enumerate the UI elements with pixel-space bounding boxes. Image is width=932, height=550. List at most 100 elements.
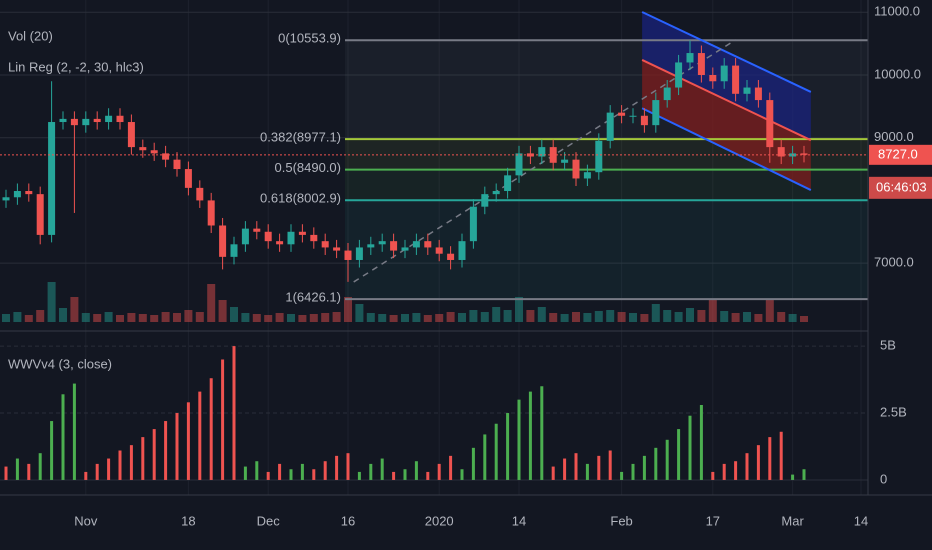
- indicator-tick-label: 2.5B: [880, 404, 907, 419]
- candle-body: [675, 62, 683, 88]
- volume-bar: [560, 314, 569, 322]
- volume-bar: [708, 300, 717, 322]
- indicator-tick-label: 0: [880, 471, 887, 486]
- candle-body: [720, 65, 728, 82]
- volume-bar: [606, 310, 615, 322]
- candle-body: [13, 191, 21, 198]
- indicator-bar: [734, 461, 738, 480]
- volume-bar: [754, 314, 763, 322]
- volume-bar: [537, 307, 546, 322]
- candle-body: [595, 140, 603, 173]
- volume-bar: [275, 313, 284, 322]
- indicator-bar: [357, 471, 361, 480]
- candle-body: [196, 187, 204, 201]
- candle-body: [652, 100, 660, 126]
- last-price-box: [869, 144, 932, 165]
- volume-bar: [515, 297, 523, 322]
- indicator-bar: [72, 383, 76, 480]
- volume-bar: [344, 297, 352, 322]
- indicator-bar: [95, 463, 99, 480]
- x-tick-label: Feb: [610, 513, 632, 528]
- indicator-bar: [791, 474, 795, 480]
- volume-bar: [184, 310, 193, 322]
- volume-bar: [686, 308, 694, 322]
- volume-bar: [287, 314, 295, 322]
- candle-body: [618, 112, 626, 116]
- candle-body: [25, 191, 33, 195]
- volume-bar: [731, 313, 740, 322]
- indicator-bar: [494, 423, 498, 480]
- fib-label: 0.5(8490.0): [275, 160, 342, 175]
- volume-bar: [480, 312, 489, 322]
- volume-bar: [423, 315, 432, 322]
- indicator-bar: [198, 391, 202, 480]
- indicator-bar: [152, 429, 156, 480]
- indicator-bar: [551, 466, 555, 480]
- indicator-bar: [665, 439, 669, 480]
- indicator-tick-label: 5B: [880, 338, 896, 353]
- indicator-bar: [141, 437, 145, 480]
- candle-body: [424, 241, 432, 248]
- indicator-bar: [392, 471, 396, 480]
- indicator-bar: [255, 461, 259, 480]
- volume-bar: [47, 282, 56, 322]
- indicator-bar: [506, 413, 510, 480]
- indicator-bar: [437, 463, 441, 480]
- volume-bar: [298, 315, 307, 322]
- candle-body: [253, 228, 261, 232]
- indicator-bar: [403, 469, 407, 480]
- candle-body: [344, 250, 352, 260]
- indicator-bar: [563, 458, 567, 480]
- indicator-bar: [186, 402, 190, 480]
- x-tick-label: 14: [854, 513, 868, 528]
- indicator-bar: [175, 413, 179, 480]
- candle-body: [355, 247, 363, 260]
- candle-body: [583, 172, 591, 179]
- volume-bar: [503, 310, 512, 322]
- volume-bar: [24, 315, 33, 322]
- volume-bar: [720, 311, 729, 322]
- indicator-bar: [27, 463, 31, 480]
- x-tick-label: 16: [341, 513, 355, 528]
- volume-bar: [252, 314, 261, 322]
- candle-body: [447, 253, 455, 260]
- volume-bar: [549, 313, 558, 322]
- fib-label: 1(6426.1): [285, 290, 341, 305]
- indicator-bar: [642, 455, 646, 480]
- candle-body: [572, 159, 580, 179]
- volume-bar: [629, 313, 637, 322]
- channel-lower-fill: [642, 59, 811, 191]
- indicator-bar: [232, 346, 236, 480]
- volume-bar: [800, 316, 808, 322]
- candle-body: [139, 147, 147, 151]
- candle-body: [241, 228, 249, 245]
- y-tick-label: 11000.0: [874, 4, 920, 19]
- volume-bar: [161, 312, 170, 322]
- volume-bar: [241, 313, 250, 322]
- candle-body: [640, 115, 648, 126]
- volume-bar: [127, 313, 136, 322]
- volume-bar: [594, 311, 603, 322]
- candle-body: [526, 153, 534, 157]
- indicator-bar: [449, 455, 453, 480]
- candle-body: [538, 147, 546, 157]
- volume-bar: [401, 314, 409, 322]
- volume-bar: [435, 314, 444, 322]
- candle-body: [59, 118, 67, 123]
- volume-bar: [13, 312, 22, 322]
- candle-body: [743, 87, 751, 94]
- countdown-label: 06:46:03: [876, 179, 927, 194]
- trend-line: [353, 39, 737, 283]
- indicator-bar: [107, 458, 111, 480]
- indicator-bar: [631, 463, 635, 480]
- indicator-bar: [471, 447, 475, 480]
- indicator-bar: [597, 455, 601, 480]
- candle-body: [105, 115, 113, 123]
- indicator-bar: [460, 469, 464, 480]
- candle-body: [298, 231, 306, 235]
- x-tick-label: 17: [706, 513, 720, 528]
- indicator-bar: [688, 415, 692, 480]
- indicator-bar: [483, 434, 487, 480]
- volume-bar: [264, 315, 273, 322]
- volume-bar: [663, 310, 672, 322]
